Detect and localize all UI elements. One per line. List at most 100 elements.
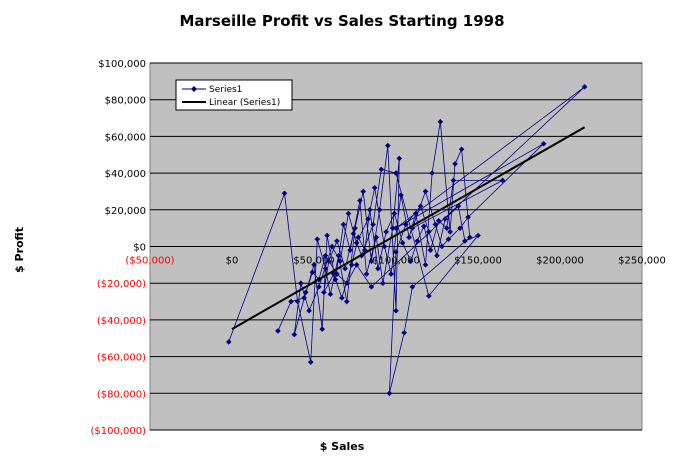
series1-point — [309, 269, 316, 275]
series1-point — [306, 307, 312, 314]
series1-point — [376, 207, 383, 213]
series1-point — [444, 225, 450, 231]
series1-point — [334, 238, 340, 244]
series1-point — [401, 329, 407, 336]
trendline-line — [231, 126, 586, 330]
x-tick-labels: ($50,000) $0 $50,000 $100,000 $150,000 $200,0… — [125, 256, 665, 267]
series1-point — [316, 284, 322, 290]
series1-point — [435, 218, 442, 224]
series1-point — [403, 221, 409, 228]
series1-point — [363, 271, 370, 277]
series1-point — [281, 190, 288, 197]
y-tick-label: $20,000 — [105, 206, 146, 217]
series1-point — [452, 161, 458, 167]
series1-point — [467, 234, 473, 241]
series1-point — [499, 177, 506, 184]
series1-point — [334, 271, 340, 277]
y-tick-label: ($80,000) — [97, 389, 146, 400]
series1-point — [355, 234, 362, 241]
y-tick-label: $60,000 — [105, 132, 146, 143]
series1-point — [442, 216, 448, 222]
series1-point — [327, 291, 334, 298]
series1-point — [437, 118, 444, 125]
series1-point — [350, 230, 357, 237]
series1-point — [352, 225, 358, 231]
y-tick-labels: $100,000 $80,000 $60,000 $40,000 $20,000 $0 ($… — [90, 59, 146, 437]
x-tick-label: $250,000 — [618, 256, 666, 267]
series1-point — [366, 207, 373, 213]
series1-point — [381, 243, 388, 250]
series1-point — [373, 234, 380, 241]
series1-point — [412, 210, 419, 217]
series1-point — [340, 221, 347, 228]
series1-point — [426, 293, 432, 299]
series1-point — [314, 236, 321, 242]
y-tick-label: $0 — [133, 243, 146, 254]
y-tick-label: $100,000 — [98, 59, 146, 70]
series1-point — [342, 265, 348, 272]
series1-point — [368, 258, 375, 264]
series1-point — [344, 280, 350, 286]
series1-point — [465, 214, 471, 220]
series1-point — [422, 262, 429, 268]
series1-point — [347, 247, 353, 253]
series1-point — [298, 280, 304, 286]
series1-point — [427, 247, 434, 253]
series1-point — [371, 184, 378, 191]
series1-point — [378, 166, 385, 173]
series1-point — [322, 252, 329, 259]
series1-point — [421, 223, 427, 230]
series1-point — [362, 247, 368, 253]
series1-point — [396, 155, 403, 162]
series1-point — [380, 280, 386, 286]
series1-point — [426, 229, 432, 235]
series1-point — [399, 240, 406, 246]
series1-point — [337, 258, 344, 264]
series1-point — [385, 142, 391, 149]
series1-point — [324, 232, 330, 239]
series1-point — [434, 252, 440, 259]
trendline — [231, 126, 586, 330]
legend-box — [175, 79, 293, 111]
series1-point — [455, 203, 462, 209]
series1-point — [386, 390, 393, 397]
y-tick-label: ($100,000) — [90, 426, 146, 437]
series1-point — [391, 210, 398, 217]
series1-point — [365, 216, 371, 222]
legend-series1-marker — [191, 86, 197, 92]
series1-point — [389, 225, 396, 231]
x-tick-label: $200,000 — [536, 256, 584, 267]
series1-point — [393, 170, 399, 176]
series1-point — [439, 243, 445, 250]
series1-point — [393, 249, 399, 255]
y-tick-label: ($40,000) — [97, 316, 146, 327]
series1-point — [307, 359, 314, 365]
series1-point — [388, 271, 394, 277]
series1-point — [475, 232, 481, 239]
series1-point — [301, 295, 307, 301]
series1-point — [322, 265, 329, 272]
series1-point — [353, 240, 360, 246]
series1-point — [370, 221, 376, 228]
series1-point — [368, 284, 375, 290]
x-tick-label: $0 — [226, 256, 239, 267]
y-tick-label: $80,000 — [105, 96, 146, 107]
series1-point — [393, 225, 399, 231]
series1-point — [225, 339, 232, 345]
series1-point — [321, 289, 327, 296]
series1-point — [329, 243, 335, 250]
series1-point — [458, 146, 465, 153]
chart-title: Marseille Profit vs Sales Starting 1998 — [179, 12, 504, 30]
series1-point — [357, 197, 363, 204]
series1-point — [432, 221, 439, 228]
series1-point — [344, 298, 350, 305]
series1-point — [335, 252, 342, 259]
series1-point — [540, 140, 547, 147]
x-tick-label: ($50,000) — [125, 256, 174, 267]
series1-point — [332, 276, 339, 283]
y-tick-label: ($60,000) — [97, 353, 146, 364]
y-tick-label: $40,000 — [105, 169, 146, 180]
series1-point — [360, 188, 366, 195]
series1-point — [288, 298, 294, 305]
